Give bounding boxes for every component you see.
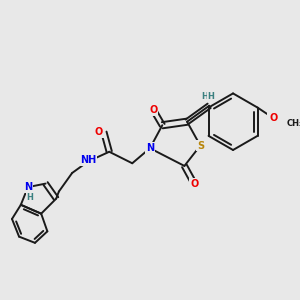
Text: S: S [197, 141, 204, 151]
Text: O: O [149, 105, 158, 115]
Text: O: O [269, 113, 278, 123]
Text: CH₃: CH₃ [286, 119, 300, 128]
Text: H: H [208, 92, 214, 101]
Text: O: O [94, 127, 103, 137]
Text: O: O [190, 178, 198, 189]
Text: N: N [146, 143, 154, 153]
Text: NH: NH [80, 155, 96, 165]
Text: H: H [201, 92, 208, 101]
Text: H: H [26, 193, 33, 202]
Text: N: N [24, 182, 32, 192]
